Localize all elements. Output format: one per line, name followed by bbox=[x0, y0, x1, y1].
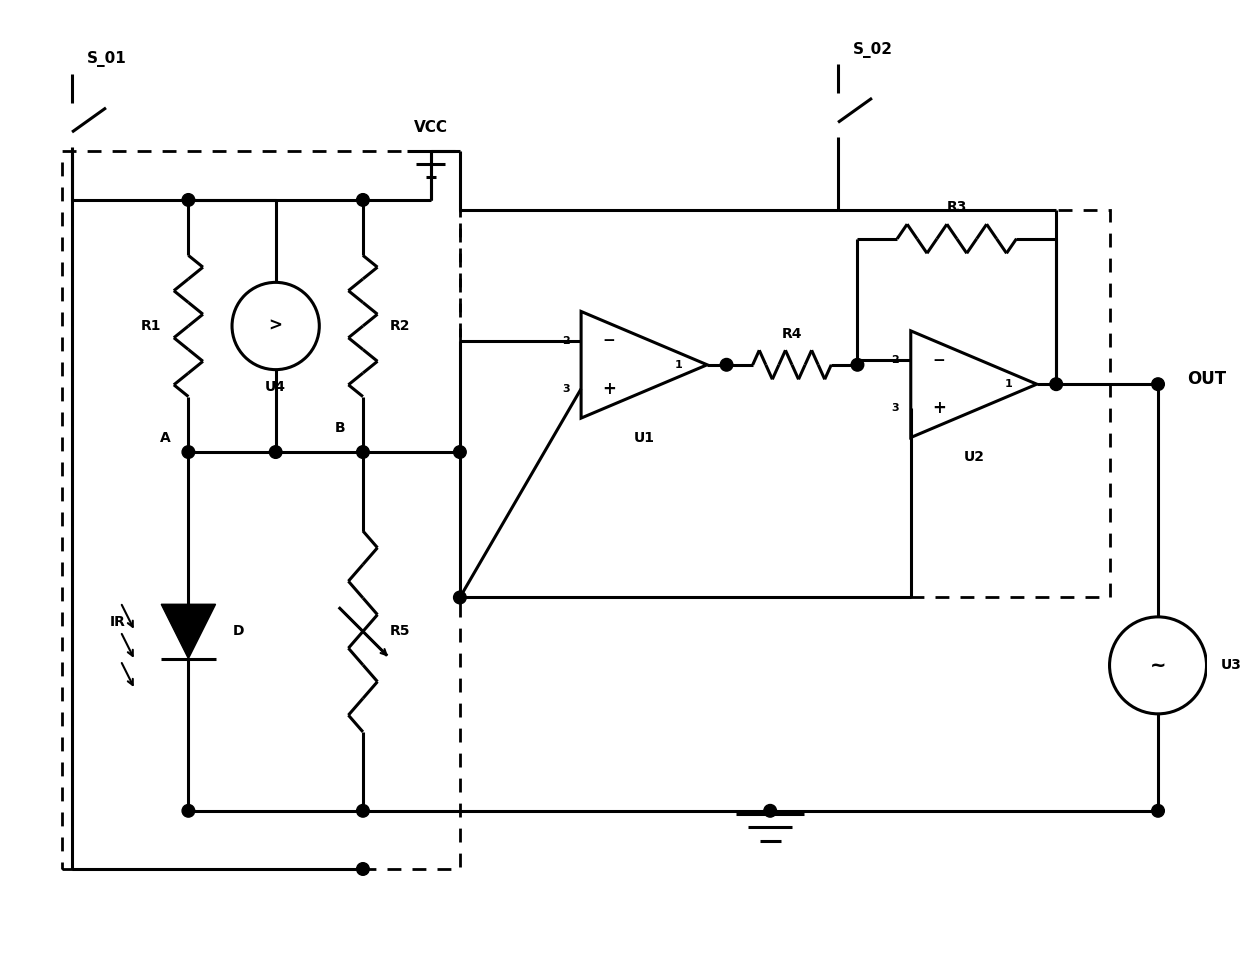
Circle shape bbox=[764, 805, 776, 818]
Text: U3: U3 bbox=[1221, 658, 1240, 672]
Text: IR: IR bbox=[109, 615, 125, 629]
Polygon shape bbox=[161, 604, 216, 658]
Text: +: + bbox=[932, 399, 946, 418]
Text: OUT: OUT bbox=[1187, 370, 1226, 388]
Text: D: D bbox=[233, 624, 244, 638]
Text: 1: 1 bbox=[675, 360, 683, 370]
Bar bbox=[460, 210, 1110, 597]
Text: S_01: S_01 bbox=[87, 51, 126, 67]
Text: S_02: S_02 bbox=[853, 42, 893, 57]
Text: +: + bbox=[603, 380, 616, 398]
Text: −: − bbox=[603, 333, 615, 349]
Text: >: > bbox=[269, 317, 283, 335]
Text: U2: U2 bbox=[963, 450, 985, 464]
Text: 2: 2 bbox=[562, 336, 569, 346]
Text: R5: R5 bbox=[391, 624, 410, 638]
Circle shape bbox=[182, 805, 195, 818]
Bar bbox=[62, 151, 460, 869]
Circle shape bbox=[1050, 378, 1063, 390]
Text: −: − bbox=[932, 352, 945, 368]
Circle shape bbox=[182, 446, 195, 458]
Text: VCC: VCC bbox=[414, 119, 448, 135]
Circle shape bbox=[454, 446, 466, 458]
Circle shape bbox=[357, 805, 370, 818]
Text: 3: 3 bbox=[892, 403, 899, 414]
Text: U1: U1 bbox=[634, 430, 655, 445]
Text: ~: ~ bbox=[1149, 655, 1167, 675]
Circle shape bbox=[269, 446, 281, 458]
Text: U4: U4 bbox=[265, 380, 286, 394]
Text: R2: R2 bbox=[391, 319, 410, 333]
Circle shape bbox=[357, 862, 370, 875]
Circle shape bbox=[1152, 805, 1164, 818]
Circle shape bbox=[182, 193, 195, 206]
Text: R3: R3 bbox=[946, 200, 967, 215]
Text: B: B bbox=[335, 420, 346, 435]
Text: 2: 2 bbox=[892, 355, 899, 365]
Text: R4: R4 bbox=[781, 326, 802, 341]
Circle shape bbox=[720, 358, 733, 371]
Circle shape bbox=[357, 193, 370, 206]
Circle shape bbox=[1152, 378, 1164, 390]
Text: 3: 3 bbox=[562, 384, 569, 394]
Text: A: A bbox=[160, 430, 171, 445]
Text: R1: R1 bbox=[141, 319, 161, 333]
Text: 1: 1 bbox=[1004, 379, 1013, 389]
Circle shape bbox=[357, 446, 370, 458]
Circle shape bbox=[454, 591, 466, 604]
Circle shape bbox=[851, 358, 864, 371]
